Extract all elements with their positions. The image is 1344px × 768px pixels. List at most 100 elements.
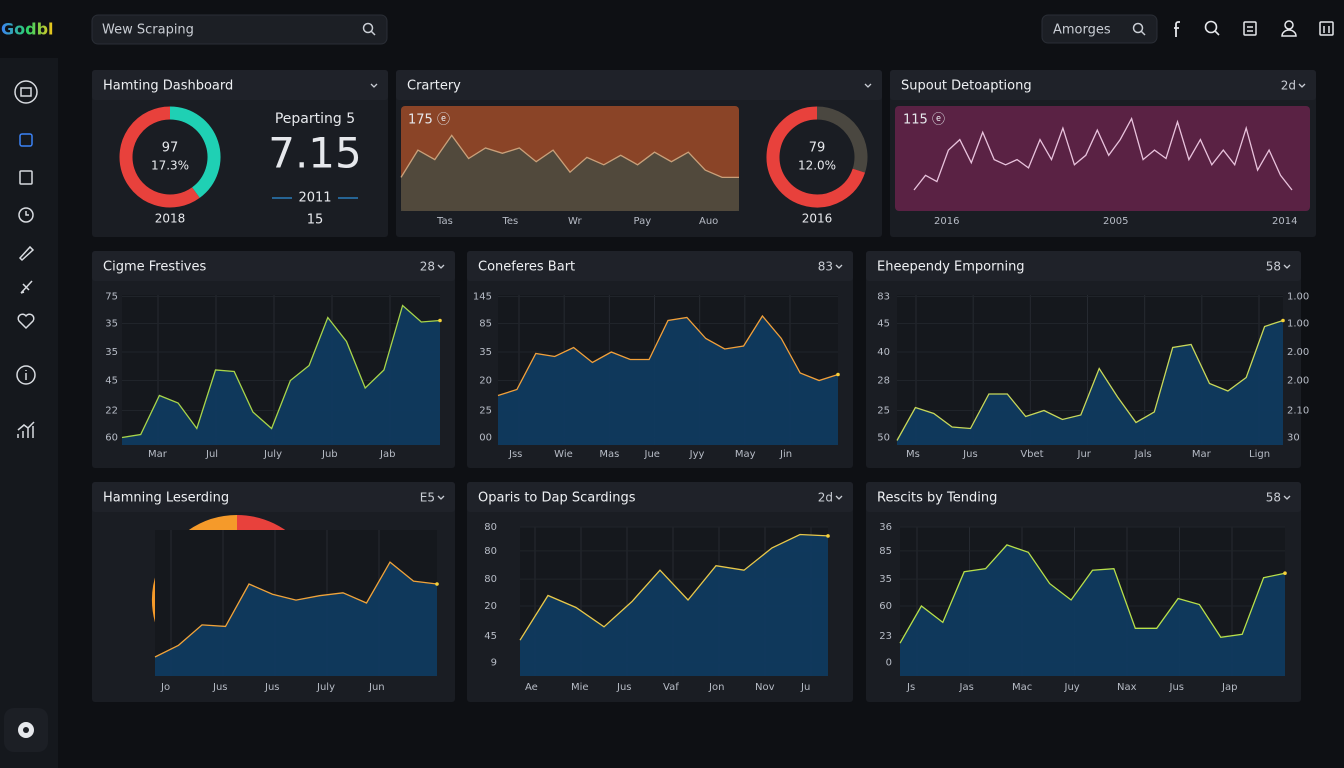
- y-tick-label: 80: [484, 546, 497, 557]
- y-tick-label: 85: [879, 546, 892, 557]
- search-icon-right[interactable]: [1132, 22, 1146, 36]
- x-tick-label: Pay: [634, 216, 652, 227]
- area-fill: [897, 320, 1283, 445]
- nav-clock[interactable]: [18, 207, 34, 223]
- y-tick-label: 25: [479, 406, 492, 417]
- panel-header: [92, 482, 455, 512]
- y-tick-label: 20: [479, 376, 492, 387]
- panel-menu[interactable]: [1283, 264, 1291, 269]
- user-icon[interactable]: [1281, 20, 1297, 37]
- y-tick-label: 80: [484, 522, 497, 533]
- panel-badge: E5: [420, 491, 435, 505]
- panel-menu[interactable]: [370, 83, 378, 88]
- panel-menu[interactable]: [1298, 83, 1306, 88]
- panel-badge: 28: [420, 260, 435, 274]
- area-fill: [155, 562, 437, 676]
- panel-title: Crartery: [407, 79, 461, 94]
- y-tick-label: 9: [491, 658, 497, 669]
- panel-header: [92, 70, 388, 100]
- x-tick-label: July: [263, 449, 282, 460]
- panel-menu[interactable]: [1283, 495, 1291, 500]
- y-tick-label: 45: [877, 319, 890, 330]
- x-tick-label: Jab: [379, 449, 395, 460]
- nav-dashboard[interactable]: [19, 133, 33, 147]
- panel-header: [866, 482, 1301, 512]
- y-tick-label: 85: [479, 319, 492, 330]
- x-tick-label: Ae: [525, 682, 538, 693]
- donut-segment: [169, 106, 221, 198]
- y-tick-label: 28: [877, 376, 890, 387]
- x-tick-label: Jin: [779, 449, 792, 460]
- search-icon-top[interactable]: [1204, 20, 1220, 36]
- panel-title: Oparis to Dap Scardings: [478, 491, 636, 506]
- donut-percent: 17.3%: [151, 159, 189, 173]
- y2-tick-label: 30: [1287, 433, 1300, 444]
- x-tick-label: Mar: [148, 449, 168, 460]
- y-tick-label: 25: [877, 406, 890, 417]
- y-tick-label: 0: [886, 658, 892, 669]
- nav-tool[interactable]: [20, 280, 33, 294]
- series-line: [154, 561, 438, 658]
- panel-title: Hamting Dashboard: [103, 79, 233, 94]
- panel-menu[interactable]: [437, 264, 445, 269]
- sidebar: [0, 58, 58, 768]
- donut-center: 79: [809, 141, 826, 156]
- nav-reports[interactable]: [19, 170, 33, 185]
- nav-home[interactable]: [14, 80, 38, 104]
- chart-background: [895, 106, 1310, 211]
- panel-title: Supout Detoaptiong: [901, 79, 1032, 94]
- y-tick-label: 00: [479, 433, 492, 444]
- panel-menu[interactable]: [864, 83, 872, 88]
- nav-analytics[interactable]: [17, 421, 35, 438]
- panel-menu[interactable]: [437, 495, 445, 500]
- panel-badge: 58: [1266, 491, 1281, 505]
- search-box[interactable]: [91, 14, 388, 45]
- y-tick-label: 35: [479, 347, 492, 358]
- stat-year: 2011: [298, 191, 331, 206]
- x-tick-label: Wr: [568, 216, 582, 227]
- end-point: [438, 318, 442, 323]
- donut-segment: [816, 106, 868, 173]
- panel-header: [866, 251, 1301, 281]
- y-tick-label: 145: [473, 292, 492, 303]
- y-tick-label: 60: [105, 433, 118, 444]
- y-tick-label: 45: [484, 631, 497, 642]
- x-tick-label: Tas: [436, 216, 453, 227]
- apps-icon[interactable]: [1319, 21, 1334, 36]
- x-tick-label: Jul: [205, 449, 218, 460]
- search-box-right[interactable]: [1041, 14, 1158, 44]
- logo: Godbl: [1, 20, 54, 39]
- y-tick-label: 60: [879, 601, 892, 612]
- area-fill: [498, 316, 838, 445]
- nav-edit[interactable]: [18, 245, 35, 262]
- x-tick-label: Ms: [906, 449, 920, 460]
- x-tick-label: Jon: [708, 682, 724, 693]
- stat-label: Peparting 5: [275, 111, 355, 127]
- end-point: [1283, 571, 1287, 575]
- x-tick-label: Jas: [959, 682, 974, 693]
- y-tick-label: 40: [877, 347, 890, 358]
- search-icon[interactable]: [362, 22, 376, 36]
- panel-badge: 2d: [1281, 79, 1296, 93]
- panel-header: [92, 251, 455, 281]
- panel-badge: 83: [818, 260, 833, 274]
- donut-segment: [766, 106, 866, 208]
- panel-title: Eheependy Emporning: [877, 260, 1025, 275]
- end-point: [1281, 318, 1285, 323]
- x-tick-label: Vbet: [1020, 449, 1043, 460]
- panel-menu[interactable]: [835, 264, 843, 269]
- end-point: [435, 582, 439, 586]
- panel-menu[interactable]: [835, 495, 843, 500]
- facebook-icon[interactable]: [1174, 21, 1180, 37]
- x-tick-label: Jus: [1169, 682, 1185, 693]
- x-tick-label: Vaf: [663, 682, 679, 693]
- x-tick-label: Nax: [1117, 682, 1137, 693]
- end-point: [836, 372, 840, 377]
- nav-info[interactable]: [16, 365, 36, 385]
- edit-icon[interactable]: [1243, 21, 1257, 36]
- panel-badge: 2d: [818, 491, 833, 505]
- y-tick-label: 83: [877, 292, 890, 303]
- nav-favorites[interactable]: [17, 313, 35, 330]
- panel-badge: 58: [1266, 260, 1281, 274]
